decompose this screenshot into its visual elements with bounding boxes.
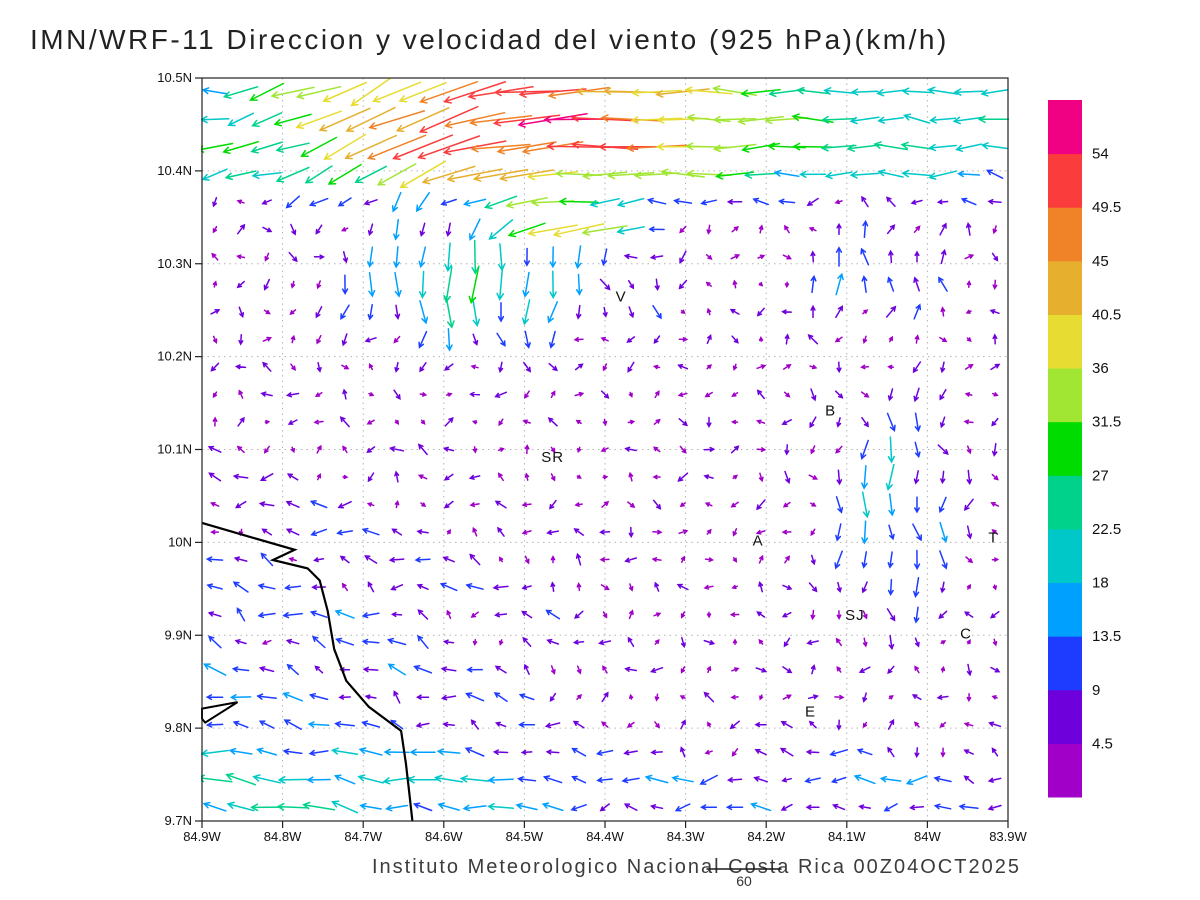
x-tick-label: 84.1W xyxy=(828,829,866,844)
station-label-e: E xyxy=(805,703,816,720)
chart-title: IMN/WRF-11 Direccion y velocidad del vie… xyxy=(30,24,949,55)
coastline xyxy=(201,521,414,822)
colorbar-label: 54 xyxy=(1092,146,1109,163)
y-tick-label: 10.1N xyxy=(157,442,192,457)
station-label-c: C xyxy=(960,625,972,642)
y-tick-label: 10.5N xyxy=(157,70,192,85)
colorbar-label: 31.5 xyxy=(1092,414,1121,431)
x-tick-label: 84.9W xyxy=(183,829,221,844)
station-label-sr: SR xyxy=(541,449,564,466)
y-tick-label: 10N xyxy=(168,534,192,549)
x-tick-label: 84.4W xyxy=(586,829,624,844)
colorbar: 4.5 9 13.5 18 22.5 27 31.5 36 40.5 45 49.5 54 xyxy=(1048,100,1121,798)
x-tick-label: 83.9W xyxy=(989,829,1027,844)
station-label-a: A xyxy=(753,533,764,550)
gridlines xyxy=(201,77,1009,822)
colorbar-label: 45 xyxy=(1092,253,1109,270)
wind-arrows xyxy=(201,77,1009,814)
y-tick-label: 9.7N xyxy=(165,813,192,828)
x-tick-label: 84.6W xyxy=(425,829,463,844)
y-tick-label: 10.3N xyxy=(157,256,192,271)
colorbar-label: 49.5 xyxy=(1092,199,1121,216)
colorbar-label: 27 xyxy=(1092,467,1109,484)
colorbar-label: 9 xyxy=(1092,682,1100,699)
x-tick-label: 84.5W xyxy=(506,829,544,844)
station-label-t: T xyxy=(988,530,998,547)
colorbar-label: 40.5 xyxy=(1092,306,1121,323)
colorbar-label: 36 xyxy=(1092,360,1109,377)
x-tick-label: 84.3W xyxy=(667,829,705,844)
colorbar-label: 18 xyxy=(1092,575,1109,592)
station-label-b: B xyxy=(825,402,836,419)
station-labels: V B SR A SJ C E T xyxy=(541,288,998,720)
map-frame: 84.9W 84.8W 84.7W 84.6W 84.5W 84.4W 84.3W 84.2W… xyxy=(157,70,1027,844)
y-tick-label: 9.8N xyxy=(165,720,192,735)
y-tick-label: 10.4N xyxy=(157,163,192,178)
colorbar-label: 22.5 xyxy=(1092,521,1121,538)
x-tick-label: 84.7W xyxy=(344,829,382,844)
x-tick-label: 84W xyxy=(914,829,941,844)
y-tick-label: 9.9N xyxy=(165,627,192,642)
y-tick-label: 10.2N xyxy=(157,349,192,364)
colorbar-label: 13.5 xyxy=(1092,628,1121,645)
x-tick-label: 84.2W xyxy=(747,829,785,844)
station-label-sj: SJ xyxy=(845,607,865,624)
station-label-v: V xyxy=(616,288,627,305)
x-tick-label: 84.8W xyxy=(264,829,302,844)
colorbar-label: 4.5 xyxy=(1092,735,1113,752)
chart-footer: Instituto Meteorologico Nacional Costa R… xyxy=(372,856,1021,878)
